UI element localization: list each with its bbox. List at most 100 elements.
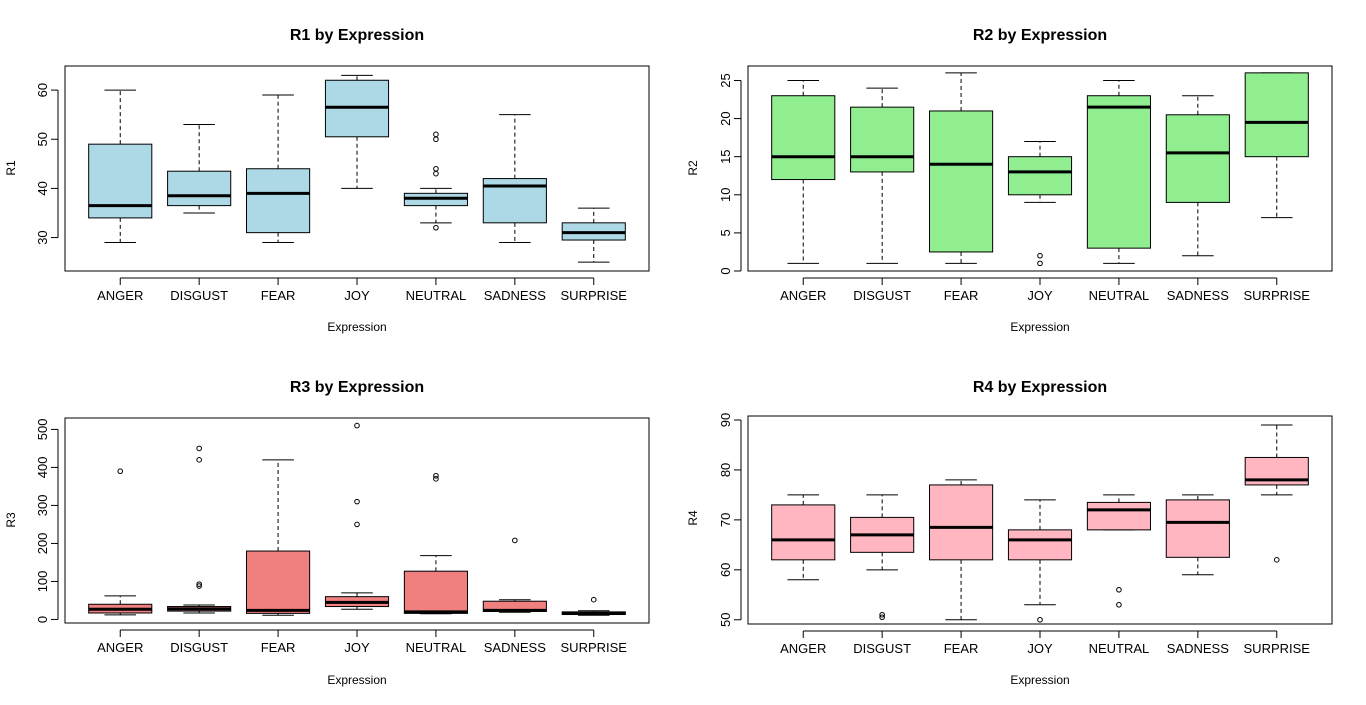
y-tick-label: 10 [718, 188, 733, 202]
box-neutral [1086, 79, 1151, 264]
x-tick-label: ANGER [97, 640, 143, 655]
box-iqr [1165, 499, 1230, 558]
outlier-point [433, 131, 439, 138]
x-tick-label: FEAR [261, 288, 296, 303]
x-tick-label: FEAR [261, 640, 296, 655]
outlier-point [196, 583, 202, 589]
box-joy [324, 74, 390, 189]
y-axis-label: R4 [686, 510, 700, 526]
box-iqr [929, 484, 994, 561]
plot-frame [747, 65, 1333, 272]
panel-title: R2 by Expression [973, 27, 1107, 44]
box-surprise [1244, 424, 1309, 563]
box-surprise [1244, 72, 1309, 219]
box-anger [771, 494, 836, 581]
y-tick-label: 200 [35, 533, 50, 555]
box-neutral [1086, 494, 1151, 608]
outlier-point [433, 170, 439, 177]
outlier-point [1116, 601, 1122, 608]
y-axis-label: R3 [4, 512, 18, 528]
panel-r1: R1 by Expression Expression R1 30 40 50 60 A… [4, 27, 650, 334]
outlier-point [433, 472, 439, 479]
y-tick-label: 90 [718, 413, 733, 427]
plot-frame [64, 65, 650, 272]
panel-title: R3 by Expression [290, 379, 424, 396]
box-sadness [1165, 494, 1230, 576]
plot-frame [64, 417, 650, 624]
box-iqr [246, 168, 311, 234]
panel-r2: R2 by Expression Expression R2 0 5 10 15 20 2… [686, 27, 1333, 334]
box-iqr [246, 550, 311, 614]
box-anger [88, 89, 153, 243]
box-iqr [1165, 114, 1230, 203]
box-iqr [1007, 156, 1073, 196]
outlier-point [196, 445, 202, 452]
box-disgust [167, 124, 232, 214]
box-neutral [403, 131, 468, 231]
outlier-point [1037, 252, 1043, 259]
y-tick-label: 80 [718, 463, 733, 477]
outlier-point [117, 468, 124, 475]
y-axis-label: R1 [4, 160, 18, 176]
x-tick-label: FEAR [944, 288, 979, 303]
outlier-point [879, 614, 885, 621]
outlier-point [354, 498, 360, 505]
x-tick-label: ANGER [780, 288, 826, 303]
x-tick-label: JOY [1027, 641, 1053, 656]
outlier-point [1273, 557, 1280, 563]
y-tick-label: 500 [35, 419, 50, 441]
outlier-point [196, 581, 202, 587]
box-fear [929, 479, 994, 621]
y-tick-label: 15 [718, 149, 733, 163]
y-tick-label: 50 [35, 132, 50, 146]
x-tick-label: DISGUST [170, 288, 228, 303]
y-tick-label: 30 [35, 230, 50, 244]
x-axis-label: Expression [327, 673, 386, 687]
box-iqr [1086, 95, 1151, 249]
y-axis-label: R2 [686, 160, 700, 176]
box-fear [929, 72, 994, 264]
outlier-point [590, 596, 597, 603]
box-iqr [1007, 529, 1073, 561]
box-sadness [482, 114, 547, 243]
box-fear [246, 94, 311, 243]
y-tick-label: 70 [718, 513, 733, 527]
outlier-point [196, 457, 202, 463]
box-anger [88, 468, 153, 616]
y-tick-label: 5 [718, 229, 733, 236]
plot-frame [747, 415, 1333, 625]
y-tick-label: 40 [35, 181, 50, 195]
outlier-point [433, 476, 439, 482]
x-tick-label: SADNESS [1167, 641, 1229, 656]
x-tick-label: SADNESS [484, 288, 546, 303]
box-iqr [850, 106, 915, 173]
outlier-point [512, 537, 518, 544]
x-tick-label: SADNESS [484, 640, 546, 655]
box-iqr [403, 570, 468, 614]
box-disgust [850, 87, 915, 264]
x-axis-label: Expression [327, 320, 386, 334]
box-sadness [482, 537, 547, 613]
box-iqr [1244, 72, 1309, 158]
x-tick-label: DISGUST [853, 288, 911, 303]
x-tick-label: NEUTRAL [1089, 641, 1150, 656]
box-joy [324, 422, 390, 610]
y-tick-label: 60 [35, 83, 50, 97]
x-tick-label: SURPRISE [561, 288, 628, 303]
box-sadness [1165, 95, 1230, 257]
box-surprise [561, 207, 626, 263]
x-tick-label: FEAR [944, 641, 979, 656]
y-tick-label: 50 [718, 613, 733, 627]
x-tick-label: DISGUST [170, 640, 228, 655]
y-tick-label: 300 [35, 495, 50, 517]
y-tick-label: 400 [35, 457, 50, 479]
box-iqr [929, 110, 994, 253]
box-surprise [561, 596, 626, 616]
box-iqr [167, 170, 232, 207]
x-tick-label: SURPRISE [1244, 288, 1311, 303]
box-joy [1007, 499, 1073, 623]
x-tick-label: DISGUST [853, 641, 911, 656]
y-tick-label: 60 [718, 563, 733, 577]
y-tick-label: 0 [718, 267, 733, 274]
